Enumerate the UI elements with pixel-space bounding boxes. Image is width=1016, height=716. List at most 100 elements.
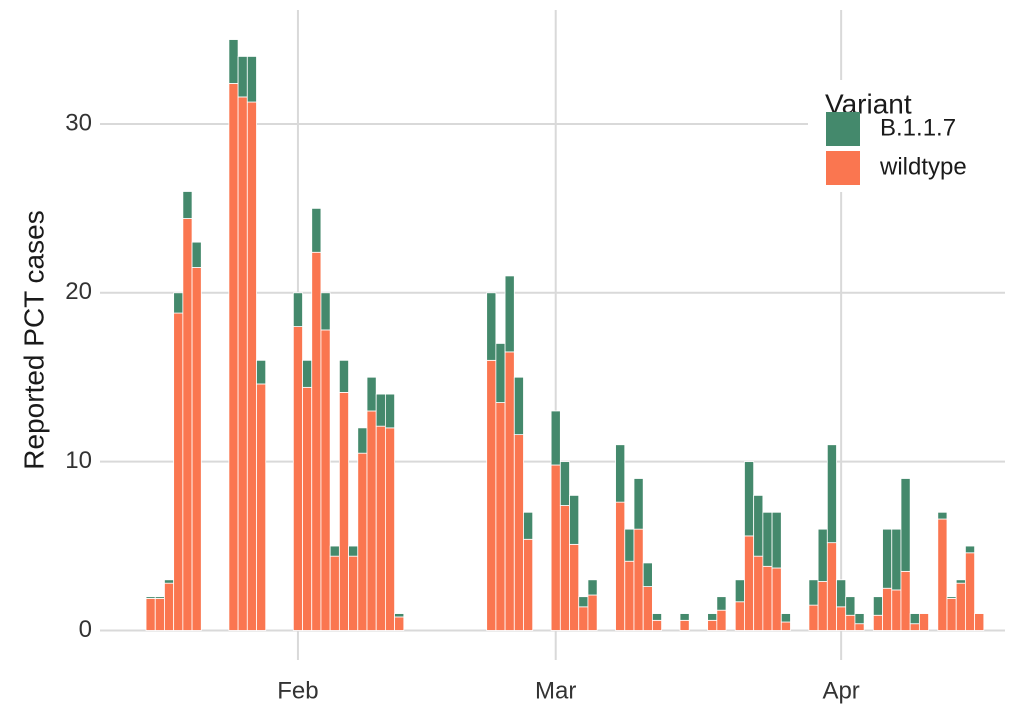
bar-segment — [302, 386, 313, 631]
legend-label: wildtype — [879, 153, 967, 180]
bar-segment — [495, 402, 506, 631]
y-tick-label: 10 — [65, 447, 92, 474]
bar-segment — [385, 393, 396, 429]
bar-segment — [872, 596, 883, 616]
bar-segment — [854, 613, 865, 625]
bar-segment — [246, 101, 257, 631]
bar-segment — [164, 582, 175, 631]
legend-swatch — [826, 112, 860, 146]
bar-segment — [578, 596, 589, 608]
bar-segment — [191, 267, 202, 631]
bar-segment — [329, 555, 340, 631]
bar-segment — [615, 501, 626, 631]
bar-segment — [292, 326, 303, 631]
bar-segment — [329, 545, 340, 557]
bar-segment — [191, 241, 202, 268]
y-tick-label: 30 — [65, 109, 92, 136]
bar-segment — [900, 478, 911, 572]
bar-segment — [734, 601, 745, 631]
bar-segment — [872, 614, 883, 631]
bar-segment — [642, 586, 653, 631]
bar-segment — [808, 604, 819, 631]
bar-segment — [164, 579, 175, 584]
bar-segment — [550, 464, 561, 631]
bar-segment — [615, 444, 626, 503]
bar-segment — [900, 570, 911, 631]
bar-segment — [292, 292, 303, 327]
bar-segment — [679, 619, 690, 631]
bar-segment — [753, 555, 764, 631]
bar-segment — [486, 292, 497, 361]
bar-segment — [504, 275, 515, 353]
legend-swatch — [826, 151, 860, 185]
bar-segment — [559, 461, 570, 506]
bar-segment — [836, 606, 847, 631]
bar-segment — [771, 511, 782, 569]
bar-segment — [394, 613, 405, 618]
bar-segment — [311, 251, 322, 631]
bar-segment — [311, 207, 322, 253]
bar-segment — [550, 410, 561, 466]
bar-segment — [587, 594, 598, 631]
bar-segment — [366, 376, 377, 412]
bars — [145, 39, 985, 631]
bar-segment — [394, 616, 405, 631]
bar-segment — [495, 343, 506, 403]
bar-segment — [366, 410, 377, 631]
bar-segment — [357, 427, 368, 454]
bar-segment — [302, 359, 313, 388]
bar-segment — [882, 587, 893, 631]
bar-segment — [716, 609, 727, 631]
bar-segment — [946, 597, 957, 631]
bar-segment — [808, 579, 819, 606]
x-tick-label: Mar — [535, 677, 576, 704]
bar-segment — [154, 597, 165, 631]
bar-segment — [734, 579, 745, 603]
bar-segment — [744, 535, 755, 631]
y-tick-label: 0 — [79, 616, 92, 643]
bar-segment — [716, 596, 727, 611]
bar-segment — [385, 427, 396, 631]
bar-segment — [845, 614, 856, 631]
bar-segment — [817, 581, 828, 631]
bar-segment — [182, 218, 193, 631]
bar-segment — [320, 329, 331, 631]
bar-segment — [338, 392, 349, 631]
bar-segment — [569, 494, 580, 545]
bar-segment — [780, 621, 791, 631]
bar-segment — [826, 444, 837, 544]
bar-segment — [624, 560, 635, 631]
bar-segment — [348, 555, 359, 631]
bar-segment — [937, 518, 948, 631]
bar-segment — [173, 292, 184, 314]
bar-segment — [651, 619, 662, 631]
bar-segment — [246, 56, 257, 103]
bar-segment — [707, 613, 718, 621]
bar-segment — [513, 434, 524, 631]
bar-segment — [145, 597, 156, 631]
bar-segment — [955, 579, 966, 584]
bar-segment — [375, 393, 386, 427]
bar-segment — [182, 191, 193, 219]
bar-segment — [228, 83, 239, 631]
bar-segment — [937, 511, 948, 520]
bar-segment — [587, 579, 598, 596]
bar-segment — [845, 596, 856, 616]
bar-segment — [891, 528, 902, 591]
bar-segment — [854, 623, 865, 631]
bar-segment — [145, 596, 156, 599]
bar-segment — [173, 312, 184, 631]
bar-segment — [651, 613, 662, 621]
bar-segment — [707, 619, 718, 631]
bar-segment — [375, 425, 386, 631]
legend-label: B.1.1.7 — [880, 114, 956, 141]
bar-segment — [256, 383, 267, 631]
bar-segment — [955, 582, 966, 631]
y-axis-title: Reported PCT cases — [18, 210, 49, 469]
bar-segment — [780, 613, 791, 623]
bar-segment — [523, 511, 534, 540]
bar-segment — [974, 613, 985, 631]
bar-segment — [569, 543, 580, 631]
